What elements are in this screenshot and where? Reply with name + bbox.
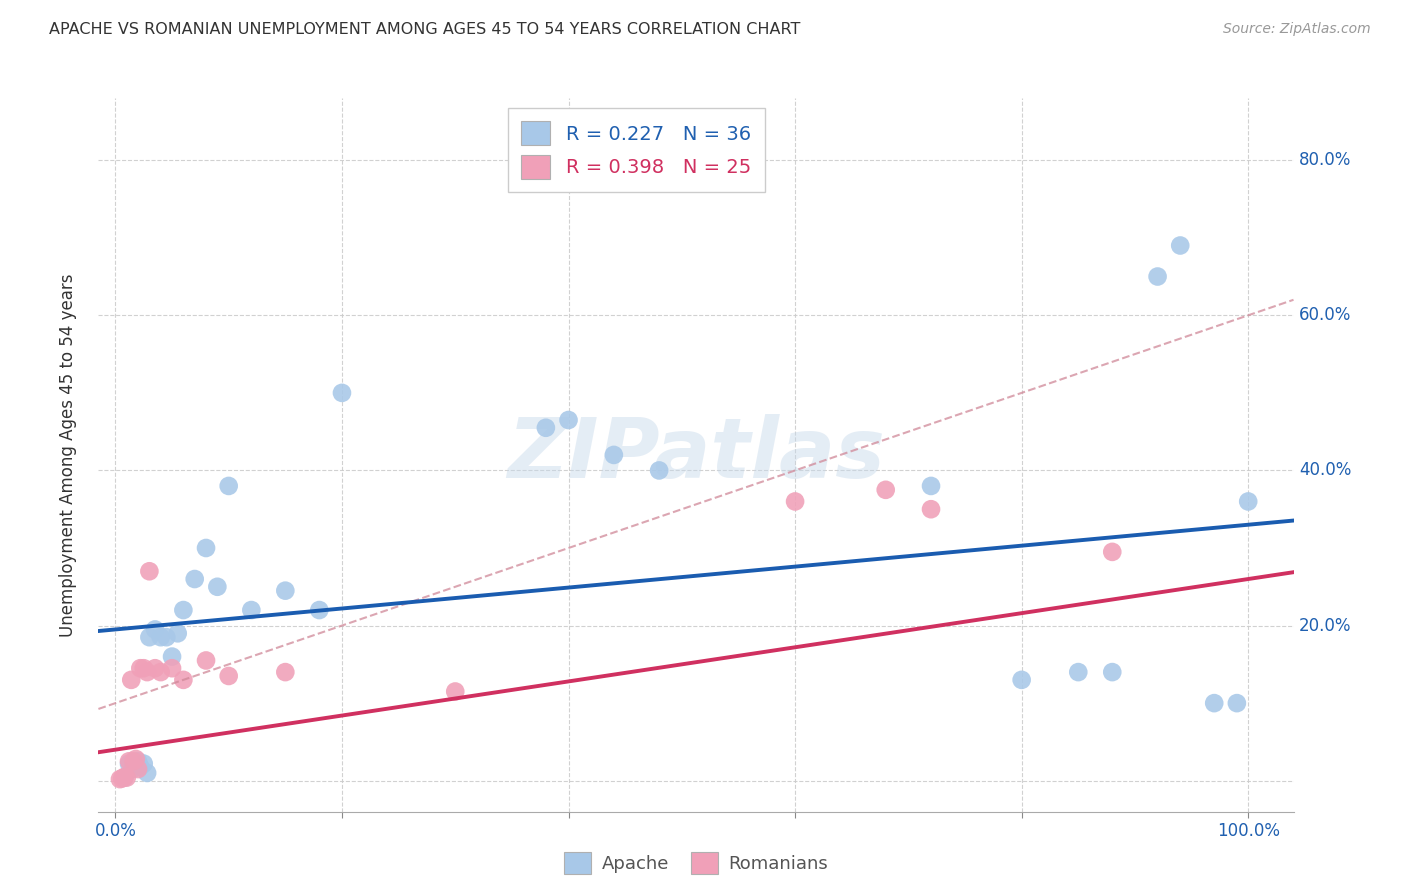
Point xyxy=(136,665,159,679)
Legend: Apache, Romanians: Apache, Romanians xyxy=(557,845,835,881)
Point xyxy=(1237,494,1260,508)
Point xyxy=(136,766,159,780)
Point xyxy=(207,580,229,594)
Point xyxy=(444,684,467,698)
Point xyxy=(274,665,297,679)
Point xyxy=(108,772,131,786)
Point xyxy=(783,494,806,508)
Point xyxy=(308,603,330,617)
Point xyxy=(603,448,626,462)
Point xyxy=(920,502,942,516)
Point xyxy=(172,673,194,687)
Point xyxy=(195,541,218,555)
Point xyxy=(132,661,155,675)
Text: 60.0%: 60.0% xyxy=(1299,306,1351,325)
Point xyxy=(1101,545,1123,559)
Point xyxy=(1146,269,1168,284)
Point xyxy=(1011,673,1033,687)
Point xyxy=(172,603,194,617)
Point xyxy=(166,626,188,640)
Point xyxy=(218,479,240,493)
Point xyxy=(920,479,942,493)
Text: Source: ZipAtlas.com: Source: ZipAtlas.com xyxy=(1223,22,1371,37)
Point xyxy=(125,758,148,772)
Text: ZIPatlas: ZIPatlas xyxy=(508,415,884,495)
Y-axis label: Unemployment Among Ages 45 to 54 years: Unemployment Among Ages 45 to 54 years xyxy=(59,273,77,637)
Point xyxy=(160,661,183,675)
Point xyxy=(129,661,152,675)
Point xyxy=(534,421,557,435)
Point xyxy=(1226,696,1249,710)
Point xyxy=(125,752,148,766)
Point xyxy=(118,754,141,768)
Point xyxy=(114,770,136,784)
Point xyxy=(155,630,177,644)
Point xyxy=(160,649,183,664)
Point xyxy=(114,771,136,785)
Point xyxy=(557,413,579,427)
Point xyxy=(1168,238,1191,252)
Point xyxy=(127,754,149,768)
Point xyxy=(875,483,897,497)
Point xyxy=(149,665,172,679)
Point xyxy=(218,669,240,683)
Point xyxy=(240,603,263,617)
Point xyxy=(1204,696,1226,710)
Point xyxy=(143,623,166,637)
Text: APACHE VS ROMANIAN UNEMPLOYMENT AMONG AGES 45 TO 54 YEARS CORRELATION CHART: APACHE VS ROMANIAN UNEMPLOYMENT AMONG AG… xyxy=(49,22,800,37)
Point xyxy=(648,463,671,477)
Point xyxy=(143,661,166,675)
Point xyxy=(138,630,160,644)
Point xyxy=(127,762,149,776)
Point xyxy=(111,772,134,786)
Point xyxy=(330,385,353,400)
Point xyxy=(183,572,205,586)
Text: 80.0%: 80.0% xyxy=(1299,151,1351,169)
Text: 40.0%: 40.0% xyxy=(1299,461,1351,479)
Point xyxy=(122,754,145,768)
Point xyxy=(138,564,160,578)
Point xyxy=(274,583,297,598)
Point xyxy=(115,771,138,785)
Point xyxy=(120,673,142,687)
Point xyxy=(1067,665,1090,679)
Point xyxy=(118,756,141,771)
Point xyxy=(149,630,172,644)
Point xyxy=(195,653,218,667)
Text: 20.0%: 20.0% xyxy=(1299,616,1351,634)
Point xyxy=(132,756,155,771)
Point xyxy=(121,762,143,776)
Point xyxy=(129,760,152,774)
Point xyxy=(1101,665,1123,679)
